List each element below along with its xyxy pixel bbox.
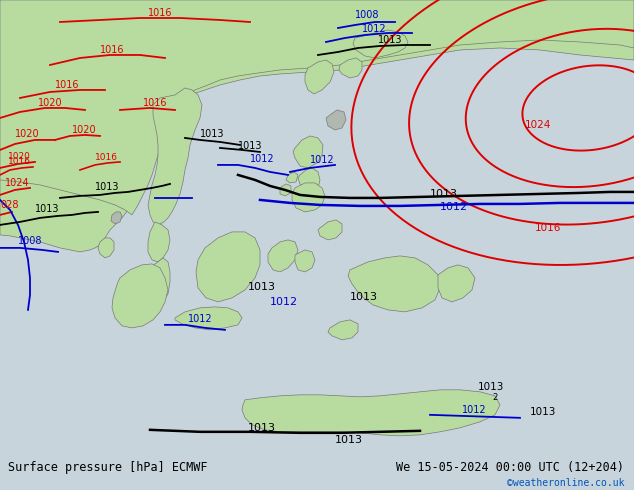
Text: 1013: 1013: [530, 407, 557, 417]
Polygon shape: [148, 222, 170, 262]
Text: 1024: 1024: [525, 120, 551, 130]
Text: 1016: 1016: [535, 223, 561, 233]
Text: 1013: 1013: [378, 35, 403, 45]
Text: 1016: 1016: [95, 153, 118, 162]
Text: 1013: 1013: [248, 423, 276, 433]
Text: 1012: 1012: [270, 297, 298, 307]
Polygon shape: [293, 136, 323, 168]
Text: 1012: 1012: [462, 405, 487, 415]
Text: 1016: 1016: [148, 8, 172, 18]
Text: We 15-05-2024 00:00 UTC (12+204): We 15-05-2024 00:00 UTC (12+204): [396, 461, 624, 474]
Text: 1012: 1012: [310, 155, 335, 165]
Text: 1013: 1013: [350, 292, 378, 302]
Text: 2: 2: [492, 393, 497, 402]
Text: 1013: 1013: [35, 204, 60, 214]
Text: 1020: 1020: [72, 125, 96, 135]
Text: 1020: 1020: [15, 129, 39, 139]
Polygon shape: [175, 307, 242, 330]
Text: 1013: 1013: [200, 129, 224, 139]
Polygon shape: [112, 264, 168, 328]
Text: 1016: 1016: [100, 45, 124, 55]
Text: 1012: 1012: [188, 314, 212, 324]
Polygon shape: [305, 60, 334, 94]
Text: 1013: 1013: [335, 435, 363, 445]
Polygon shape: [286, 172, 298, 183]
Text: 1016: 1016: [143, 98, 167, 108]
Text: 1013: 1013: [430, 189, 458, 199]
Polygon shape: [280, 184, 291, 196]
Text: 1013: 1013: [478, 382, 505, 392]
Polygon shape: [438, 265, 475, 302]
Text: 1016: 1016: [8, 157, 31, 166]
Polygon shape: [292, 183, 325, 212]
Text: 1008: 1008: [355, 10, 380, 20]
Polygon shape: [348, 256, 440, 312]
Polygon shape: [111, 212, 122, 224]
Polygon shape: [242, 390, 500, 436]
Polygon shape: [328, 320, 358, 340]
Polygon shape: [353, 30, 408, 58]
Polygon shape: [318, 220, 342, 240]
Text: 1013: 1013: [248, 282, 276, 292]
Polygon shape: [326, 110, 346, 130]
Polygon shape: [295, 250, 315, 272]
Polygon shape: [196, 232, 260, 302]
Polygon shape: [268, 240, 298, 272]
Polygon shape: [0, 0, 634, 215]
Text: 1020: 1020: [8, 152, 31, 161]
Text: ©weatheronline.co.uk: ©weatheronline.co.uk: [507, 478, 624, 488]
Polygon shape: [145, 258, 170, 310]
Text: 1016: 1016: [55, 80, 79, 90]
Text: 1012: 1012: [250, 154, 275, 164]
Text: 1024: 1024: [5, 178, 30, 188]
Text: 028: 028: [0, 200, 18, 210]
Polygon shape: [98, 238, 114, 258]
Text: Surface pressure [hPa] ECMWF: Surface pressure [hPa] ECMWF: [8, 461, 207, 474]
Polygon shape: [298, 168, 320, 192]
Polygon shape: [0, 0, 634, 252]
Polygon shape: [148, 88, 202, 225]
Text: 1008: 1008: [18, 236, 42, 246]
Text: 1012: 1012: [362, 24, 387, 34]
Text: 1012: 1012: [440, 202, 468, 212]
Text: 1013: 1013: [95, 182, 119, 192]
Text: 1020: 1020: [38, 98, 63, 108]
Polygon shape: [339, 58, 362, 78]
Text: 1013: 1013: [238, 141, 262, 151]
